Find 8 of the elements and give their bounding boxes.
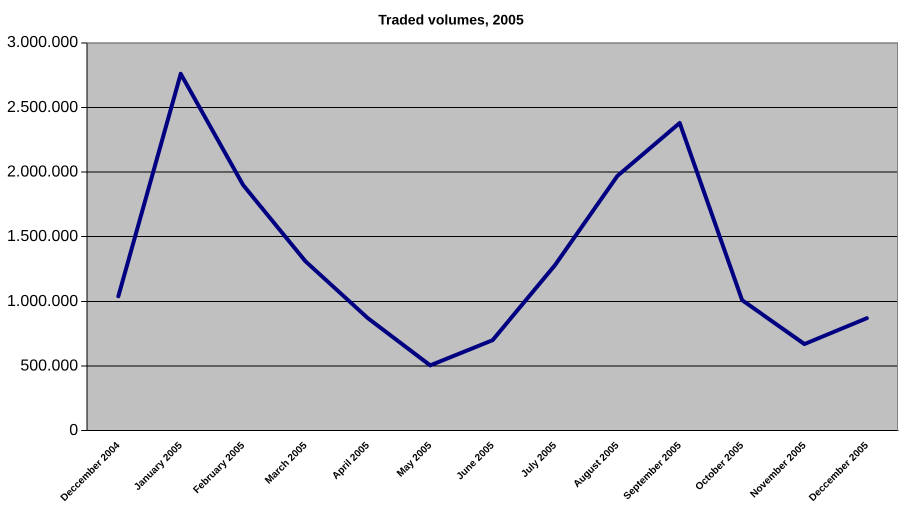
y-tick-label: 500.000 <box>20 357 78 374</box>
chart-title: Traded volumes, 2005 <box>378 11 524 28</box>
y-tick-label: 1.500.000 <box>6 228 78 246</box>
y-tick-label: 3.000.000 <box>6 34 78 52</box>
y-tick-label: 2.000.000 <box>6 164 78 181</box>
y-tick-label: 1.000.000 <box>6 292 78 310</box>
y-tick-label: 2.500.000 <box>6 98 78 116</box>
y-tick-label: 0 <box>69 422 78 440</box>
